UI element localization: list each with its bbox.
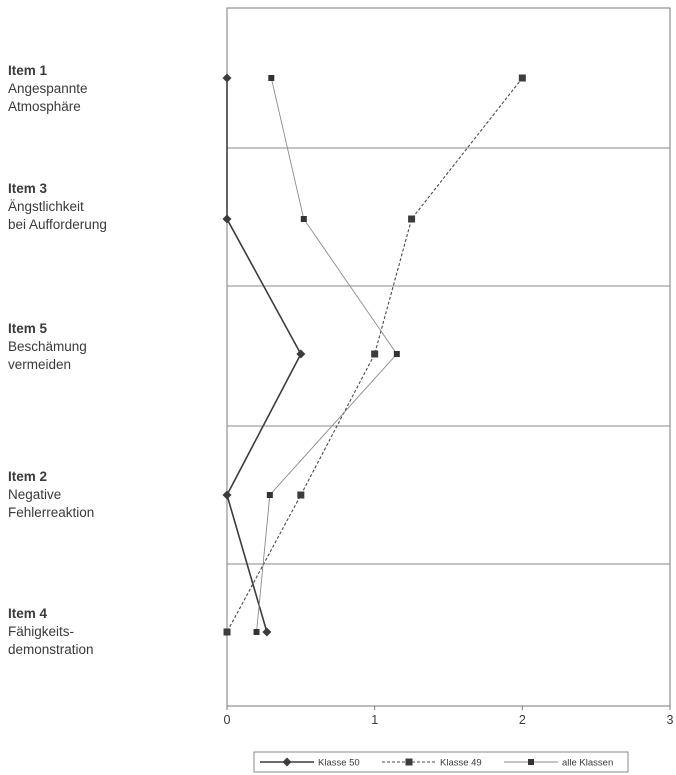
diamond-marker	[262, 627, 272, 637]
small-square-marker	[266, 492, 273, 498]
item-number: Item 3	[8, 181, 48, 196]
square-marker	[518, 74, 526, 82]
diamond-marker	[296, 349, 306, 359]
legend: Klasse 50 Klasse 49 alle Klassen	[253, 751, 629, 773]
item-number: Item 1	[8, 63, 48, 78]
x-tick-label: 1	[371, 713, 378, 727]
item-description-line: demonstration	[8, 642, 94, 657]
item-description-line: Fähigkeits-	[8, 624, 75, 639]
item-description-line: Beschämung	[8, 339, 87, 354]
item-number: Item 5	[8, 321, 48, 336]
square-marker	[371, 350, 379, 358]
item-description-line: Ängstlichkeit	[8, 199, 84, 214]
small-square-marker	[253, 629, 260, 635]
square-marker	[223, 628, 231, 636]
diamond-marker	[222, 214, 232, 224]
small-square-marker	[528, 759, 534, 765]
legend-label: Klasse 49	[440, 758, 482, 769]
plot-area	[226, 7, 671, 707]
diamond-marker	[222, 490, 232, 500]
item-description-line: Angespannte	[8, 81, 88, 96]
item-description-line: Atmosphäre	[8, 99, 81, 114]
series-alle-klassen	[253, 75, 400, 635]
item-number: Item 2	[8, 469, 48, 484]
item-separators	[227, 147, 670, 565]
item-description-line: vermeiden	[8, 357, 72, 372]
small-square-marker	[268, 75, 275, 81]
item-label: Item 1 Angespannte Atmosphäre	[8, 62, 208, 116]
square-marker	[297, 491, 305, 499]
item-label: Item 5 Beschämung vermeiden	[8, 320, 208, 374]
item-label: Item 4 Fähigkeits-demonstration	[8, 605, 208, 659]
diamond-marker	[282, 757, 292, 767]
legend-label: Klasse 50	[318, 758, 360, 769]
series-line	[226, 77, 523, 633]
legend-label: alle Klassen	[562, 758, 613, 769]
small-square-marker	[300, 216, 307, 222]
item-description-line: Negative	[8, 487, 62, 502]
item-label: Item 2 Negative Fehlerreaktion	[8, 468, 208, 522]
series-klasse-50	[222, 73, 306, 637]
item-number: Item 4	[8, 606, 48, 621]
x-tick-label: 3	[667, 713, 674, 727]
item-label: Item 3 Ängstlichkeit bei Aufforderung	[8, 180, 208, 234]
item-description-line: Fehlerreaktion	[8, 505, 95, 520]
diamond-marker	[222, 73, 232, 83]
x-axis-ticks: 0 1 2 3	[224, 706, 674, 727]
small-square-marker	[393, 351, 400, 357]
square-marker	[405, 758, 413, 766]
series-klasse-49	[223, 74, 526, 636]
series-layer	[222, 73, 526, 637]
square-marker	[408, 215, 416, 223]
x-tick-label: 2	[519, 713, 526, 727]
legend-box	[253, 751, 629, 773]
item-description-line: bei Aufforderung	[8, 217, 107, 232]
x-tick-label: 0	[224, 713, 231, 727]
